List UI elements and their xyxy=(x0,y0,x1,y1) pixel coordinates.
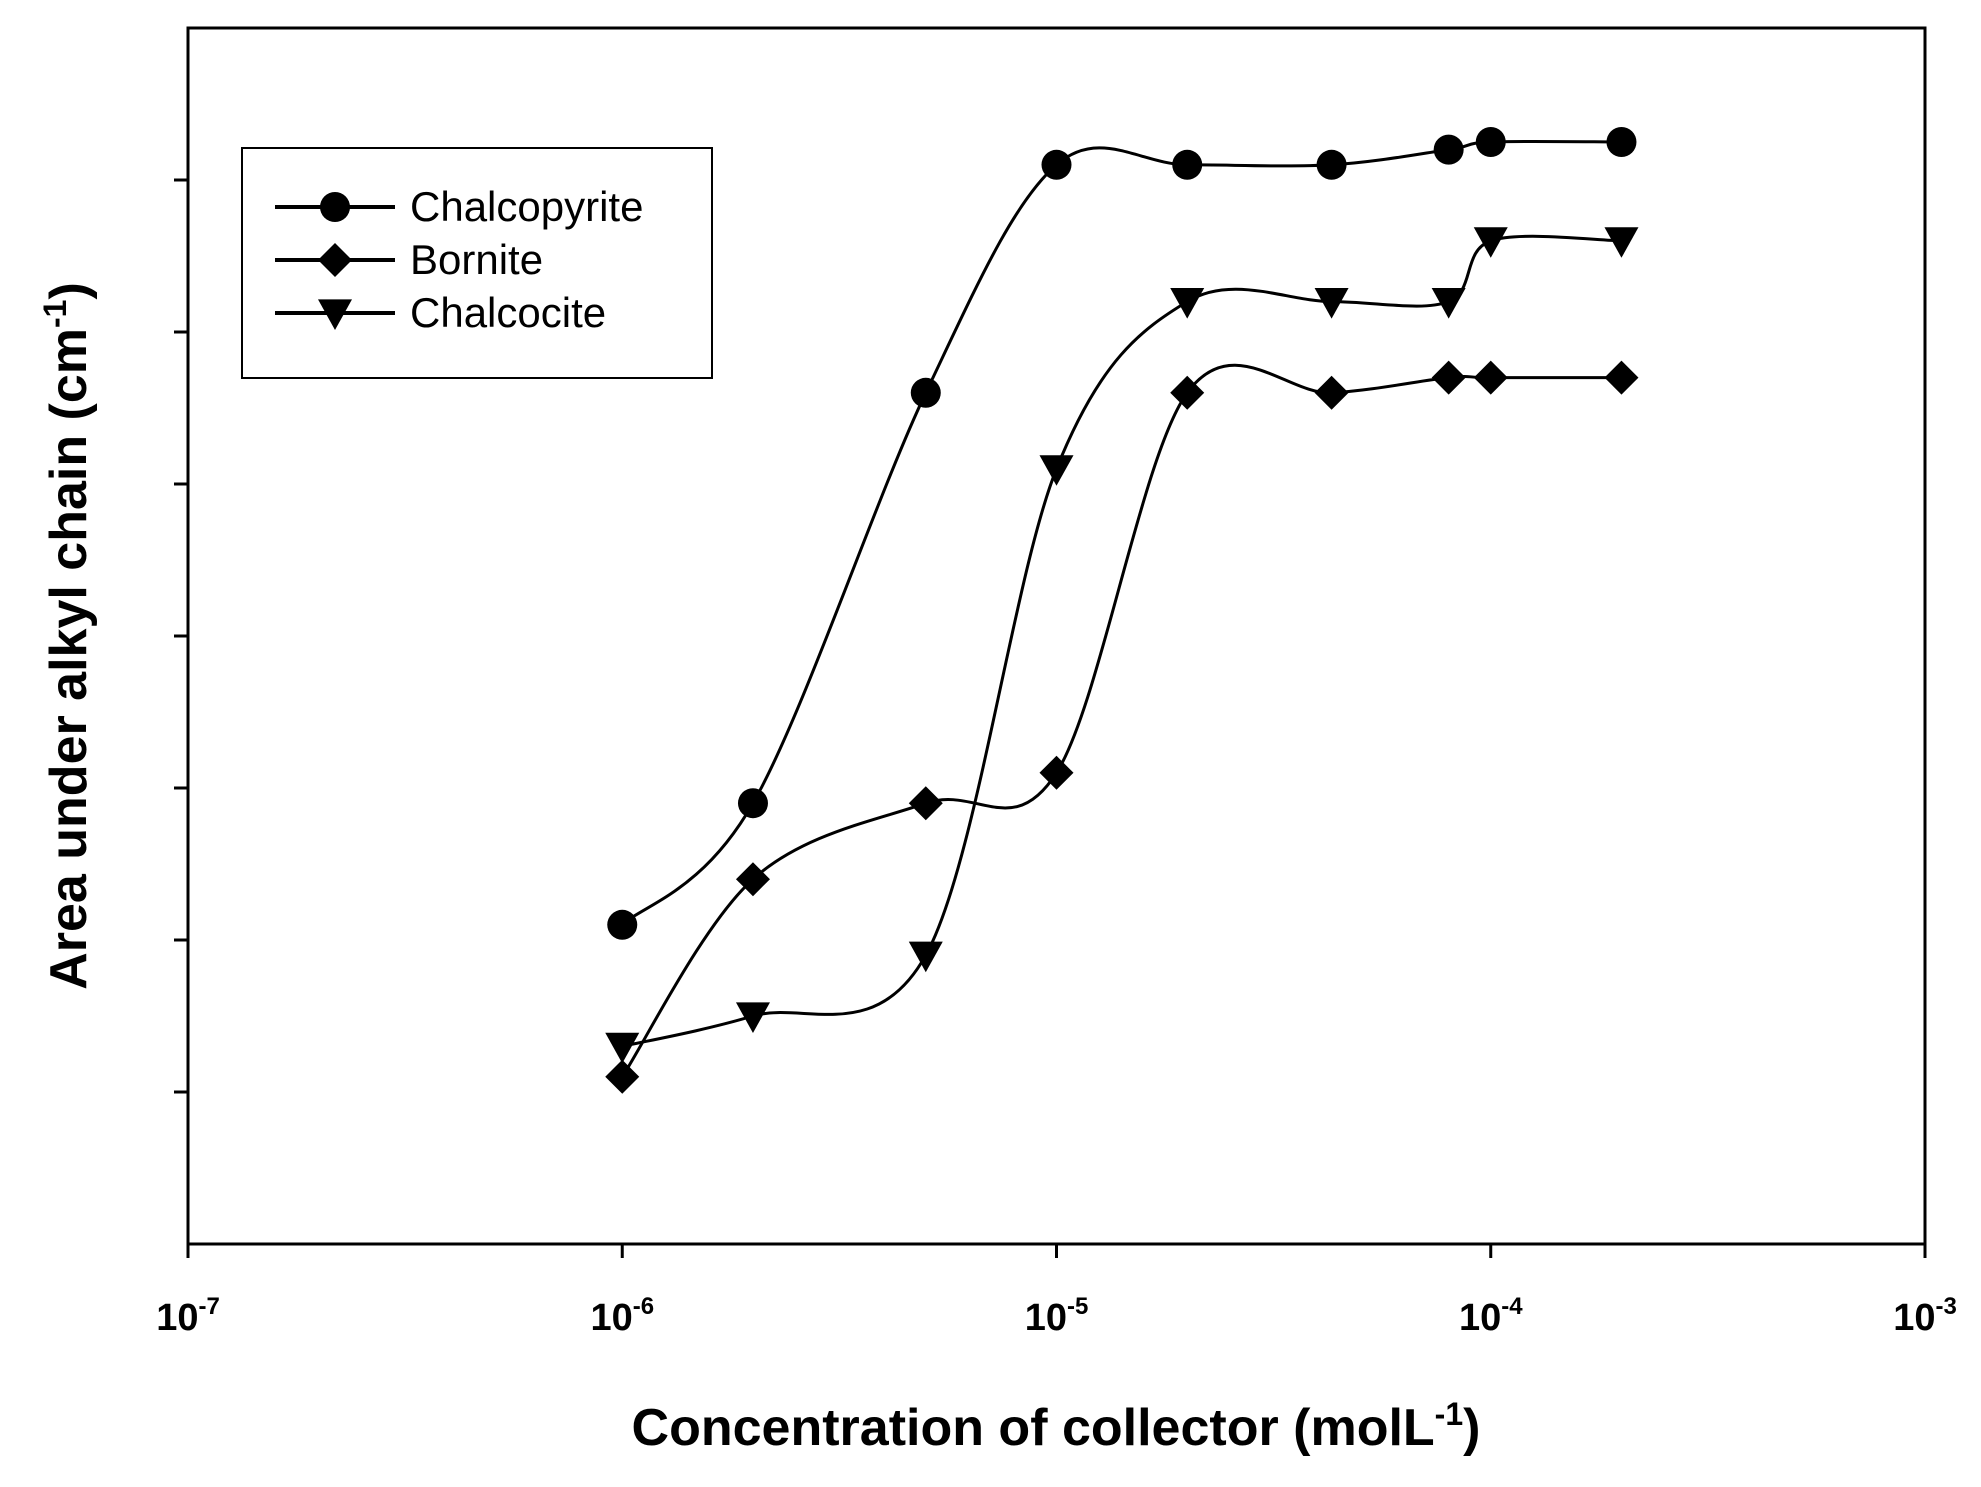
data-point-chalcopyrite xyxy=(1606,127,1637,157)
x-tick-label: 10-6 xyxy=(590,1293,654,1339)
data-point-chalcocite xyxy=(1170,288,1205,319)
y-axis-title: Area under alkyl chain (cm-1) xyxy=(37,282,98,990)
x-tick-label: 10-4 xyxy=(1459,1293,1523,1339)
data-point-chalcocite xyxy=(1473,227,1508,258)
legend-label: Chalcocite xyxy=(410,289,606,336)
data-point-chalcopyrite xyxy=(910,377,941,408)
series-bornite xyxy=(605,360,1639,1094)
x-axis-ticks: 10-7 10-6 10-5 10-4 10-3 xyxy=(156,1244,1957,1339)
legend-item-chalcopyrite: Chalcopyrite xyxy=(275,183,643,230)
series-chalcocite xyxy=(605,227,1639,1064)
legend-label: Bornite xyxy=(410,236,543,283)
x-axis-title: Concentration of collector (molL-1) xyxy=(632,1396,1481,1457)
series-line-bornite xyxy=(620,363,1622,1078)
y-axis-ticks xyxy=(174,178,188,1094)
data-point-chalcopyrite xyxy=(607,909,638,940)
data-point-bornite xyxy=(735,862,770,897)
series-line-chalcocite xyxy=(621,234,1622,1048)
data-point-chalcopyrite xyxy=(737,788,768,819)
legend-item-bornite: Bornite xyxy=(275,236,543,283)
x-tick-label: 10-5 xyxy=(1025,1293,1089,1339)
data-point-chalcocite xyxy=(908,941,943,973)
data-point-chalcopyrite xyxy=(1475,127,1506,157)
legend-marker xyxy=(318,243,352,277)
data-point-chalcocite xyxy=(735,1002,770,1033)
data-point-bornite xyxy=(1604,360,1639,395)
data-point-chalcopyrite xyxy=(1433,134,1464,165)
data-point-chalcocite xyxy=(1431,288,1466,319)
data-point-chalcocite xyxy=(605,1032,640,1064)
data-point-chalcocite xyxy=(1604,227,1639,258)
series-chalcopyrite xyxy=(607,127,1637,940)
data-point-chalcopyrite xyxy=(1316,149,1347,180)
data-point-bornite xyxy=(908,786,943,821)
data-point-bornite xyxy=(1431,360,1466,395)
series-line-chalcopyrite xyxy=(621,139,1622,926)
data-point-bornite xyxy=(1473,360,1508,395)
data-point-chalcopyrite xyxy=(1041,149,1072,180)
data-point-bornite xyxy=(1039,755,1074,790)
x-tick-label: 10-3 xyxy=(1893,1293,1957,1339)
data-point-chalcocite xyxy=(1039,455,1074,486)
data-point-bornite xyxy=(605,1059,640,1094)
legend-box xyxy=(241,147,713,379)
x-tick-label: 10-7 xyxy=(156,1293,220,1339)
data-point-bornite xyxy=(1170,375,1205,410)
legend: Chalcopyrite Bornite Chalcocite xyxy=(241,147,713,379)
legend-marker xyxy=(318,299,352,330)
data-point-chalcopyrite xyxy=(1172,149,1203,180)
legend-marker xyxy=(320,192,350,222)
legend-item-chalcocite: Chalcocite xyxy=(275,289,606,336)
series-layer xyxy=(605,127,1639,1094)
data-point-bornite xyxy=(1314,375,1349,410)
data-point-chalcocite xyxy=(1314,288,1349,319)
legend-label: Chalcopyrite xyxy=(410,183,643,230)
